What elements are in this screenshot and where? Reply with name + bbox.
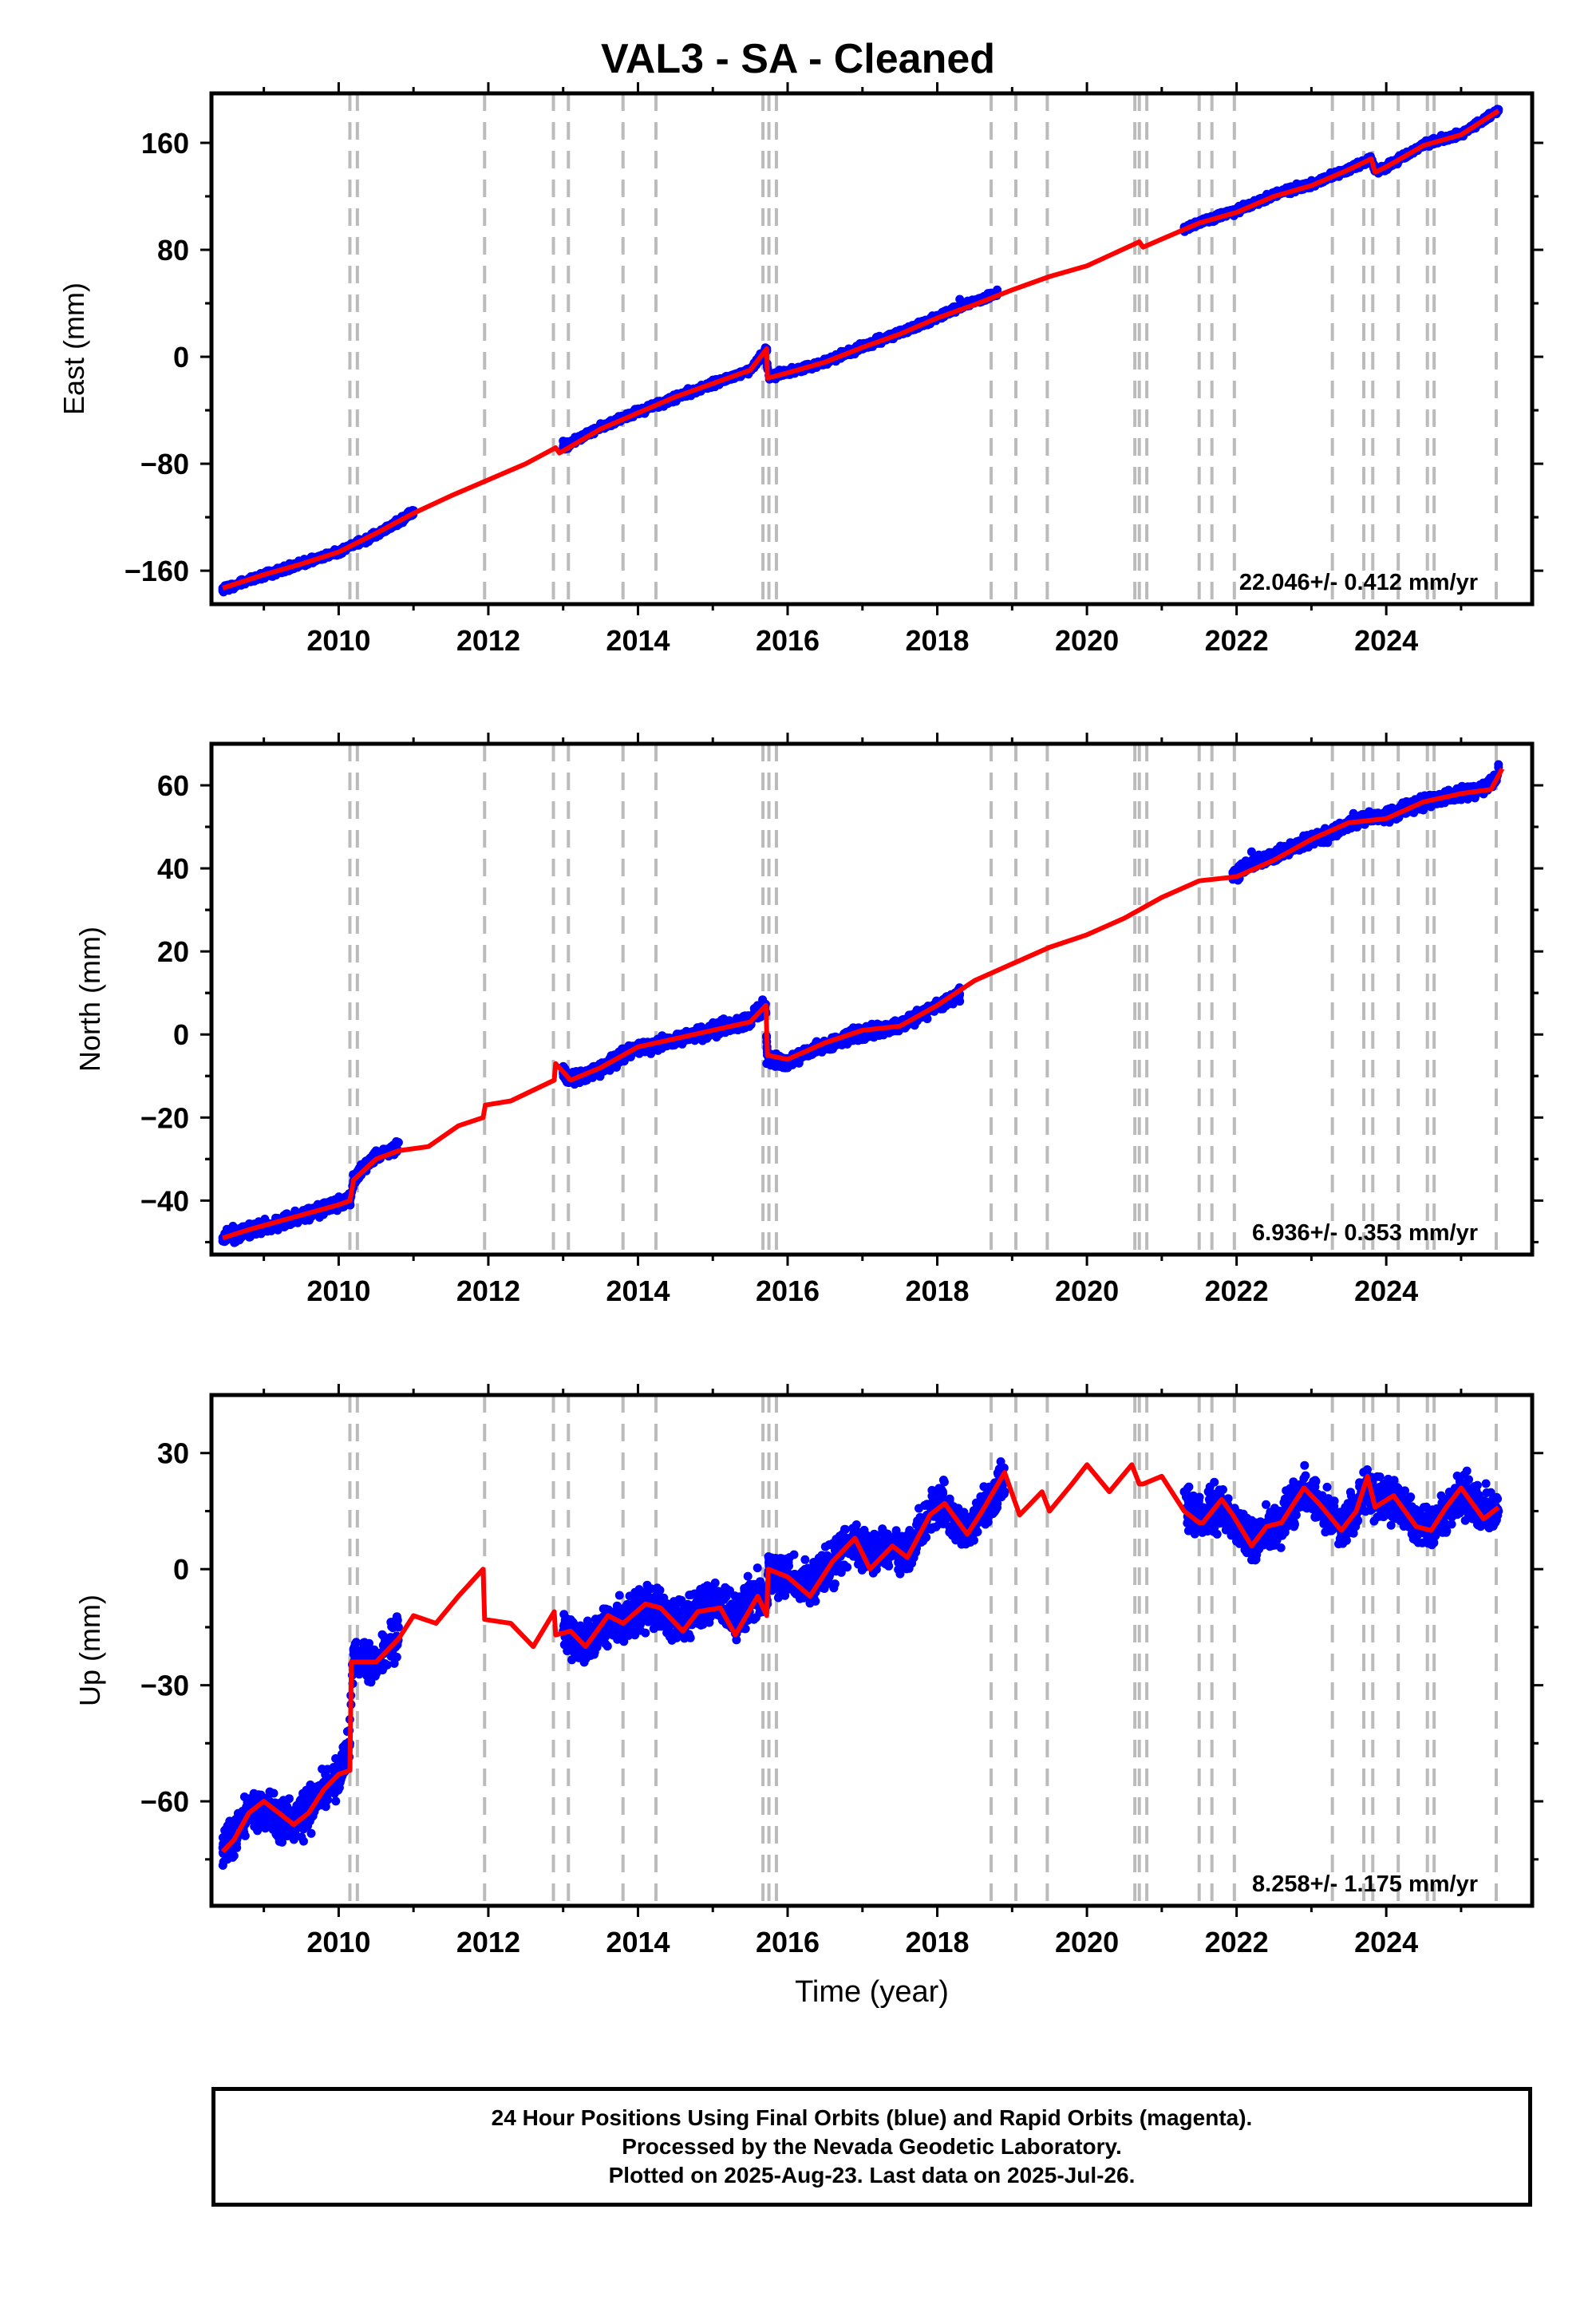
x-tick-label: 2020 [1055,624,1119,657]
y-tick-label: 160 [141,127,189,160]
north-data-points [218,760,1503,1247]
x-tick-label: 2024 [1354,624,1418,657]
north-plot-area [218,744,1505,1255]
x-tick-label: 2022 [1205,624,1269,657]
x-tick-label: 2016 [756,624,820,657]
y-tick-label: −160 [124,555,189,587]
y-tick-label: 80 [157,234,189,267]
east-axes-frame [209,91,1535,607]
east-rate-label: 22.046+/- 0.412 mm/yr [1239,570,1478,595]
panel-north: 2010 2012 2014 2016 2018 2020 2022 2024−40−2002… [73,733,1543,1307]
x-tick-label: 2014 [606,624,670,657]
y-tick-label: −80 [140,448,189,480]
x-tick-label: 2010 [306,624,370,657]
east-model-line [222,109,1500,591]
x-tick-label: 2018 [905,624,969,657]
panel-east: 2010 2012 2014 2016 2018 2020 2022 2024 −160 −80 0… [57,82,1543,657]
chart-title: VAL3 - SA - Cleaned [600,36,996,82]
data-point [993,285,1002,294]
data-point [955,294,965,304]
east-y-axis-label: East (mm) [57,283,90,415]
data-point [381,1144,390,1154]
y-tick-label: 0 [173,341,189,373]
x-tick-label: 2012 [456,624,520,657]
data-point [559,437,568,446]
east-plot-area [218,93,1503,604]
